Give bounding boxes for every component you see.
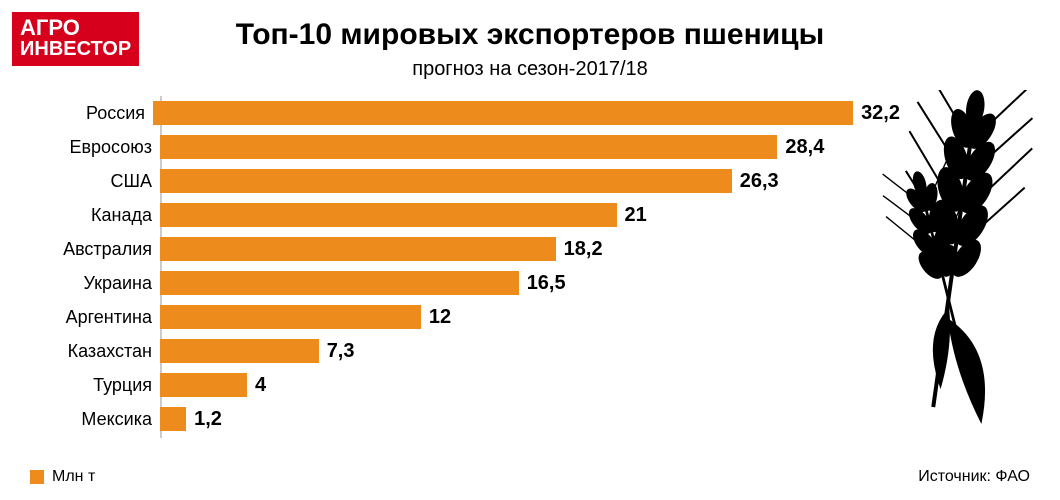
legend-label: Млн т [52,468,95,486]
value-label: 16,5 [527,272,566,295]
bar [160,271,519,295]
bar [160,135,777,159]
category-label: Казахстан [30,341,160,362]
bar-row: США 26,3 [30,164,900,198]
bar-track: 1,2 [160,406,900,432]
chart-subtitle: прогноз на сезон-2017/18 [0,58,1060,81]
bar-track: 26,3 [160,168,900,194]
bar-row: Казахстан 7,3 [30,334,900,368]
bar [160,237,556,261]
bar-track: 12 [160,304,900,330]
bar-row: Украина 16,5 [30,266,900,300]
bar-track: 4 [160,372,900,398]
value-label: 26,3 [740,170,779,193]
bar-track: 16,5 [160,270,900,296]
bar [160,339,319,363]
bar-track: 32,2 [153,100,900,126]
legend-swatch [30,470,44,484]
chart-title: Топ-10 мировых экспортеров пшеницы [0,18,1060,52]
category-label: Мексика [30,409,160,430]
category-label: Украина [30,273,160,294]
value-label: 21 [625,204,647,227]
source-name: ФАО [995,468,1030,485]
bar [153,101,853,125]
category-label: Аргентина [30,307,160,328]
bar-chart: Россия32,2 Евросоюз 28,4 США 26,3 Канада 21 Авс… [30,96,900,436]
value-label: 4 [255,374,266,397]
bar-track: 28,4 [160,134,900,160]
value-label: 12 [429,306,451,329]
bar [160,203,617,227]
bar-row: Канада 21 [30,198,900,232]
bar-track: 18,2 [160,236,900,262]
bar-row: Австралия 18,2 [30,232,900,266]
value-label: 7,3 [327,340,355,363]
value-label: 18,2 [564,238,603,261]
bar-track: 7,3 [160,338,900,364]
wheat-icon [860,90,1040,450]
category-label: Канада [30,205,160,226]
bar [160,169,732,193]
category-label: Австралия [30,239,160,260]
category-label: США [30,171,160,192]
value-label: 1,2 [194,408,222,431]
legend: Млн т [30,468,95,486]
source-prefix: Источник: [918,468,995,485]
bar-track: 21 [160,202,900,228]
bar-row: Мексика 1,2 [30,402,900,436]
bar-row: Евросоюз 28,4 [30,130,900,164]
bar-row: Россия32,2 [30,96,900,130]
bar-row: Турция 4 [30,368,900,402]
category-label: Евросоюз [30,137,160,158]
bar [160,373,247,397]
category-label: Турция [30,375,160,396]
bar [160,407,186,431]
value-label: 28,4 [785,136,824,159]
bar [160,305,421,329]
category-label: Россия [30,103,153,124]
source-attribution: Источник: ФАО [918,468,1030,486]
bar-row: Аргентина 12 [30,300,900,334]
